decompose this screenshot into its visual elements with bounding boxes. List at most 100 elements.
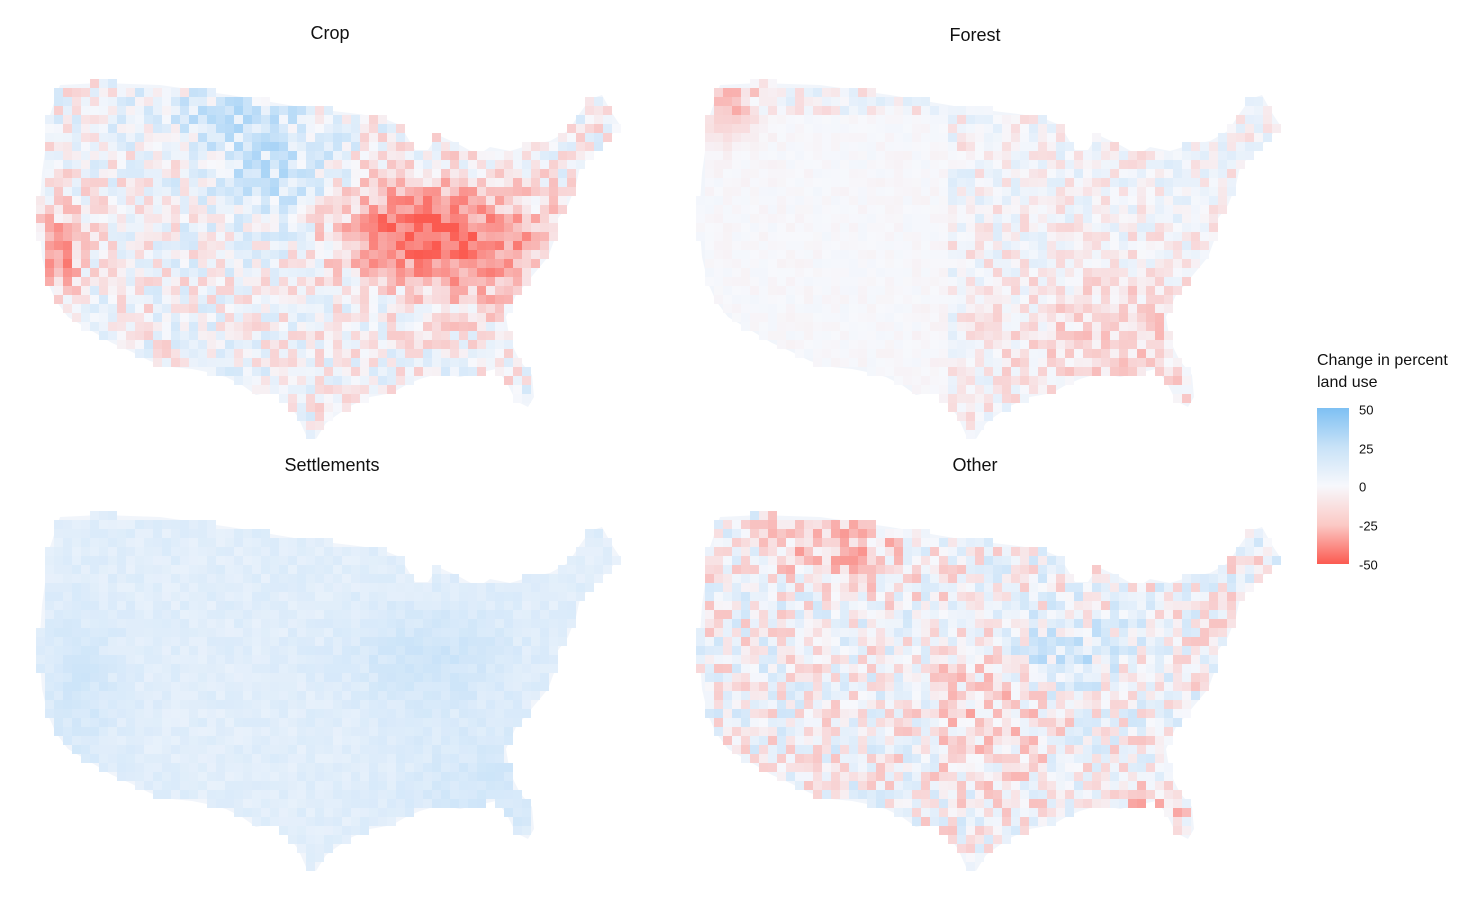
- county-cell: [324, 637, 333, 646]
- county-cell: [1092, 277, 1101, 286]
- county-cell: [984, 241, 993, 250]
- county-cell: [1155, 313, 1164, 322]
- county-cell: [723, 169, 732, 178]
- county-cell: [234, 529, 243, 538]
- county-cell: [1254, 124, 1263, 133]
- county-cell: [324, 205, 333, 214]
- county-cell: [858, 115, 867, 124]
- county-cell: [162, 214, 171, 223]
- county-cell: [378, 727, 387, 736]
- county-cell: [813, 88, 822, 97]
- county-cell: [522, 205, 531, 214]
- panel-title: Forest: [949, 25, 1001, 45]
- county-cell: [360, 601, 369, 610]
- county-cell: [432, 619, 441, 628]
- county-cell: [90, 592, 99, 601]
- county-cell: [252, 358, 261, 367]
- county-cell: [450, 232, 459, 241]
- county-cell: [1065, 331, 1074, 340]
- county-cell: [351, 385, 360, 394]
- county-cell: [750, 322, 759, 331]
- county-cell: [540, 232, 549, 241]
- county-cell: [849, 88, 858, 97]
- county-cell: [396, 286, 405, 295]
- county-cell: [279, 718, 288, 727]
- county-cell: [477, 331, 486, 340]
- county-cell: [432, 700, 441, 709]
- county-cell: [1038, 151, 1047, 160]
- county-cell: [1092, 349, 1101, 358]
- county-cell: [495, 673, 504, 682]
- county-cell: [153, 718, 162, 727]
- county-cell: [81, 286, 90, 295]
- county-cell: [1119, 286, 1128, 295]
- county-cell: [1047, 178, 1056, 187]
- county-cell: [921, 214, 930, 223]
- county-cell: [1164, 286, 1173, 295]
- county-cell: [63, 664, 72, 673]
- county-cell: [549, 628, 558, 637]
- county-cell: [414, 664, 423, 673]
- county-cell: [1002, 160, 1011, 169]
- county-cell: [360, 700, 369, 709]
- county-cell: [759, 331, 768, 340]
- county-cell: [360, 304, 369, 313]
- county-cell: [207, 547, 216, 556]
- county-cell: [903, 187, 912, 196]
- county-cell: [270, 745, 279, 754]
- county-cell: [126, 142, 135, 151]
- county-cell: [1218, 196, 1227, 205]
- county-cell: [171, 313, 180, 322]
- county-cell: [549, 142, 558, 151]
- county-cell: [486, 277, 495, 286]
- county-cell: [324, 376, 333, 385]
- county-cell: [180, 196, 189, 205]
- county-cell: [351, 169, 360, 178]
- county-cell: [405, 286, 414, 295]
- county-cell: [1065, 295, 1074, 304]
- county-cell: [939, 241, 948, 250]
- county-cell: [45, 151, 54, 160]
- county-cell: [948, 196, 957, 205]
- county-cell: [144, 637, 153, 646]
- county-cell: [804, 196, 813, 205]
- county-cell: [468, 205, 477, 214]
- us-county-map-forest: [696, 79, 1281, 439]
- county-cell: [162, 151, 171, 160]
- county-cell: [957, 232, 966, 241]
- county-cell: [333, 205, 342, 214]
- county-cell: [714, 151, 723, 160]
- county-cell: [876, 358, 885, 367]
- county-cell: [777, 115, 786, 124]
- county-cell: [714, 88, 723, 97]
- county-cell: [1047, 268, 1056, 277]
- county-cell: [975, 358, 984, 367]
- county-cell: [207, 772, 216, 781]
- county-cell: [117, 673, 126, 682]
- county-cell: [549, 637, 558, 646]
- county-cell: [468, 664, 477, 673]
- county-cell: [342, 745, 351, 754]
- county-cell: [333, 232, 342, 241]
- county-cell: [894, 367, 903, 376]
- county-cell: [948, 403, 957, 412]
- county-cell: [939, 205, 948, 214]
- county-cell: [813, 223, 822, 232]
- county-cell: [432, 745, 441, 754]
- county-cell: [81, 205, 90, 214]
- county-cell: [894, 187, 903, 196]
- county-cell: [477, 259, 486, 268]
- county-cell: [81, 538, 90, 547]
- county-cell: [1038, 187, 1047, 196]
- county-cell: [279, 115, 288, 124]
- county-cell: [144, 610, 153, 619]
- county-cell: [612, 124, 621, 133]
- county-cell: [441, 736, 450, 745]
- county-cell: [795, 205, 804, 214]
- county-cell: [777, 196, 786, 205]
- county-cell: [741, 205, 750, 214]
- county-cell: [351, 277, 360, 286]
- county-cell: [72, 664, 81, 673]
- county-cell: [405, 340, 414, 349]
- county-cell: [189, 655, 198, 664]
